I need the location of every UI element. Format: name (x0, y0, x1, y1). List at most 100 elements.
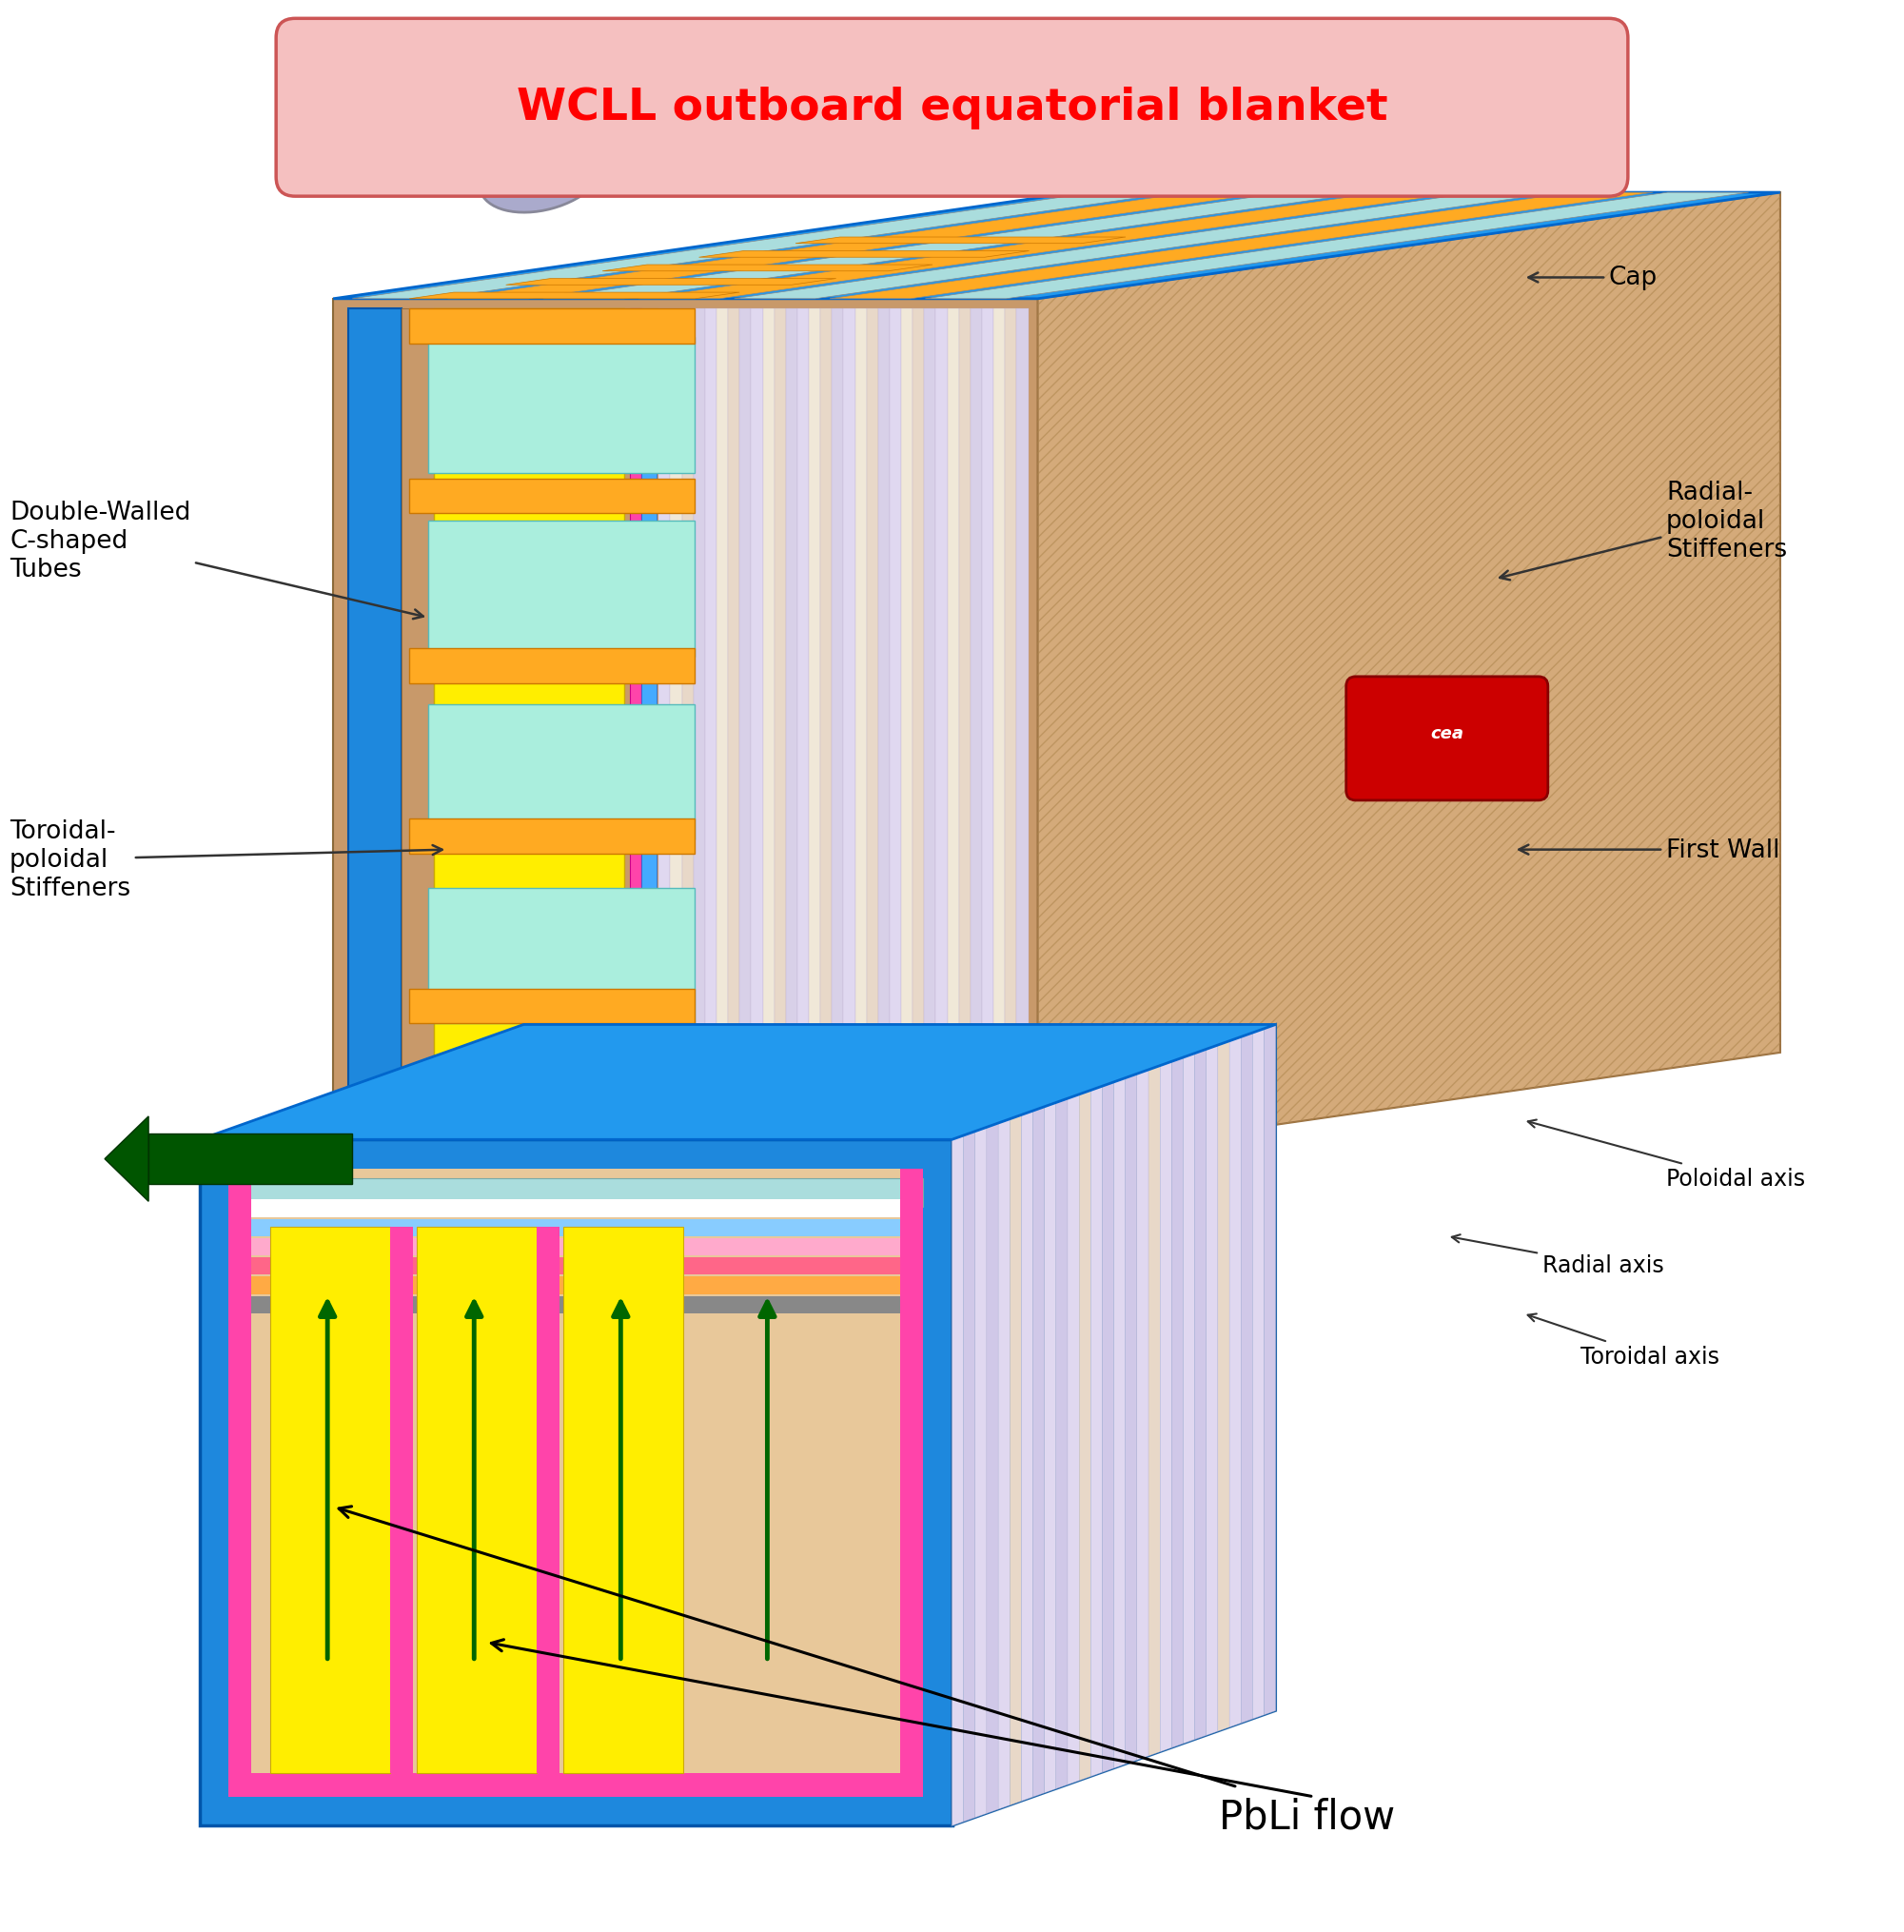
Polygon shape (982, 309, 994, 1150)
Polygon shape (1102, 1082, 1114, 1772)
Polygon shape (228, 1296, 923, 1314)
Polygon shape (228, 1169, 251, 1797)
Polygon shape (228, 1238, 923, 1256)
Polygon shape (923, 309, 937, 1150)
Polygon shape (409, 649, 695, 684)
Polygon shape (543, 193, 1367, 299)
Polygon shape (659, 309, 670, 1150)
Polygon shape (409, 309, 695, 344)
Polygon shape (682, 309, 693, 1150)
Text: Radial axis: Radial axis (1453, 1235, 1664, 1277)
Polygon shape (693, 309, 704, 1150)
Text: Cap: Cap (1529, 267, 1658, 290)
Text: Double-Walled
C-shaped
Tubes: Double-Walled C-shaped Tubes (10, 500, 423, 620)
Polygon shape (228, 1219, 923, 1236)
FancyBboxPatch shape (276, 19, 1628, 197)
Polygon shape (638, 193, 1462, 299)
Polygon shape (642, 309, 657, 1150)
Polygon shape (228, 1200, 923, 1217)
Polygon shape (798, 309, 809, 1150)
Text: First Wall: First Wall (1519, 838, 1780, 862)
Polygon shape (960, 309, 971, 1150)
FancyBboxPatch shape (1346, 678, 1548, 802)
Polygon shape (409, 989, 695, 1024)
Polygon shape (786, 309, 798, 1150)
Polygon shape (1057, 1099, 1068, 1789)
Polygon shape (1264, 1024, 1276, 1716)
Polygon shape (971, 309, 982, 1150)
Polygon shape (889, 309, 901, 1150)
Polygon shape (506, 280, 836, 286)
Polygon shape (775, 309, 786, 1150)
Polygon shape (963, 1132, 975, 1822)
Polygon shape (986, 1124, 998, 1814)
Polygon shape (1091, 1086, 1102, 1777)
Polygon shape (735, 193, 1557, 299)
Polygon shape (409, 479, 695, 514)
Polygon shape (434, 309, 625, 1150)
Text: Radial-
poloidal
Stiffeners: Radial- poloidal Stiffeners (1500, 481, 1788, 582)
Polygon shape (952, 1024, 1276, 1826)
Polygon shape (699, 251, 1028, 259)
Polygon shape (1171, 1059, 1182, 1748)
Polygon shape (1021, 1111, 1032, 1801)
Polygon shape (821, 309, 832, 1150)
Polygon shape (1148, 1066, 1160, 1756)
Polygon shape (739, 309, 750, 1150)
Polygon shape (925, 193, 1748, 299)
Polygon shape (832, 309, 843, 1150)
Polygon shape (855, 309, 866, 1150)
Polygon shape (1038, 193, 1780, 1159)
Polygon shape (1137, 1070, 1148, 1760)
Polygon shape (670, 309, 682, 1150)
Text: PbLi flow: PbLi flow (1219, 1797, 1396, 1835)
Polygon shape (716, 309, 727, 1150)
Text: WCLL outboard equatorial blanket: WCLL outboard equatorial blanket (516, 87, 1388, 129)
Text: Toroidal-
poloidal
Stiffeners: Toroidal- poloidal Stiffeners (10, 819, 442, 900)
Polygon shape (1241, 1034, 1253, 1723)
Polygon shape (912, 309, 923, 1150)
Polygon shape (428, 705, 695, 840)
Polygon shape (270, 1227, 390, 1774)
Polygon shape (866, 309, 878, 1150)
Polygon shape (1045, 1103, 1057, 1793)
Polygon shape (105, 1117, 149, 1202)
Polygon shape (428, 889, 695, 1024)
Polygon shape (417, 1227, 537, 1774)
Polygon shape (830, 193, 1653, 299)
Polygon shape (228, 1169, 923, 1797)
Polygon shape (727, 309, 739, 1150)
Polygon shape (975, 1128, 986, 1818)
Polygon shape (333, 299, 1038, 1159)
Polygon shape (952, 1136, 963, 1826)
Polygon shape (764, 309, 775, 1150)
Polygon shape (1080, 1090, 1091, 1781)
Polygon shape (998, 1119, 1009, 1808)
Polygon shape (409, 294, 739, 299)
Text: Toroidal axis: Toroidal axis (1527, 1314, 1719, 1368)
Polygon shape (228, 1258, 923, 1275)
Polygon shape (878, 309, 889, 1150)
Polygon shape (602, 265, 933, 272)
Polygon shape (1182, 1053, 1196, 1743)
Polygon shape (228, 1774, 923, 1797)
Polygon shape (409, 819, 695, 854)
Polygon shape (428, 522, 695, 657)
Polygon shape (1219, 1041, 1230, 1731)
Polygon shape (796, 238, 1125, 243)
Ellipse shape (537, 145, 586, 184)
Polygon shape (352, 193, 1177, 299)
Polygon shape (994, 309, 1005, 1150)
Polygon shape (1005, 309, 1017, 1150)
Polygon shape (843, 309, 855, 1150)
Polygon shape (1196, 1049, 1207, 1739)
Polygon shape (200, 1140, 952, 1826)
Ellipse shape (480, 135, 605, 213)
Polygon shape (948, 309, 960, 1150)
Polygon shape (333, 193, 1780, 299)
Polygon shape (200, 1024, 1276, 1140)
Polygon shape (390, 1227, 413, 1774)
Polygon shape (750, 309, 764, 1150)
Polygon shape (228, 1277, 923, 1294)
Polygon shape (1009, 1115, 1021, 1804)
